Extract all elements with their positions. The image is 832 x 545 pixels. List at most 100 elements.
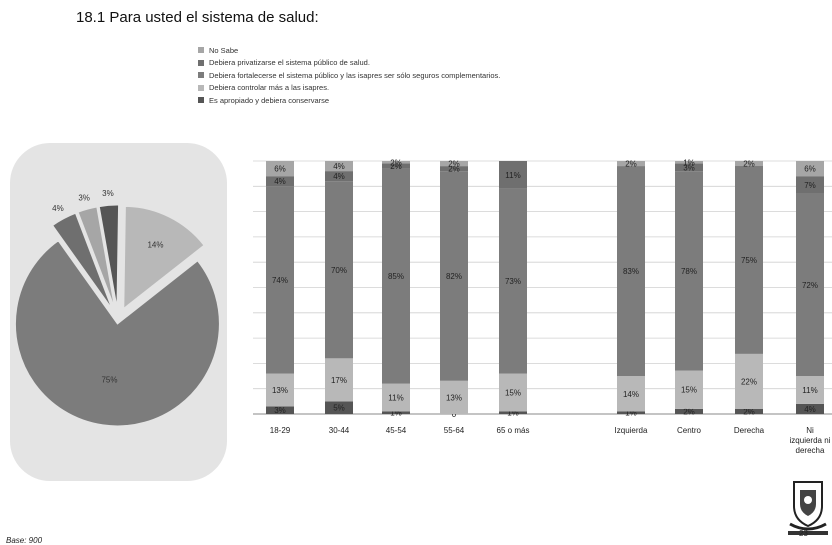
bar-segment [617, 411, 645, 414]
bar-segment [796, 176, 824, 194]
bar-segment [796, 193, 824, 377]
legend-swatch [198, 72, 204, 79]
bar-value-label: 3% [683, 163, 695, 172]
bar-segment [325, 358, 353, 402]
bar-segment [325, 181, 353, 359]
bar-segment [675, 163, 703, 172]
category-label: 55-64 [444, 426, 465, 435]
category-label: 18-29 [270, 426, 291, 435]
bar-segment [382, 168, 410, 384]
bar-value-label: 15% [681, 386, 697, 395]
legend-label: Debiera controlar más a las isapres. [209, 83, 330, 93]
page-number: 23 [799, 529, 808, 538]
bar-segment [382, 411, 410, 414]
bar-value-label: 75% [741, 256, 757, 265]
bar-segment [266, 161, 294, 177]
pie-slice-label: 75% [101, 375, 117, 384]
bar-value-label: 22% [741, 377, 757, 386]
bar-segment [499, 411, 527, 414]
bar-segment [617, 166, 645, 377]
bar-value-label: 1% [683, 158, 695, 167]
bar-segment [382, 161, 410, 164]
bar-segment [735, 161, 763, 167]
bar-value-label: 15% [505, 388, 521, 397]
legend-item: Es apropiado y debiera conservarse [198, 94, 500, 107]
bar-segment [382, 383, 410, 412]
pie-slice [123, 205, 205, 310]
bar-value-label: 82% [446, 272, 462, 281]
bar-value-label: 0 [452, 410, 457, 419]
bar-value-label: 2% [390, 158, 402, 167]
pie-slice [51, 212, 113, 309]
bar-segment [440, 171, 468, 381]
bar-value-label: 78% [681, 267, 697, 276]
bar-value-label: 4% [333, 172, 345, 181]
bar-value-label: 70% [331, 266, 347, 275]
chart-legend: No Sabe Debiera privatizarse el sistema p… [198, 44, 500, 107]
legend-item: Debiera controlar más a las isapres. [198, 82, 500, 95]
bar-value-label: 73% [505, 277, 521, 286]
bar-value-label: 72% [802, 281, 818, 290]
bar-segment [325, 171, 353, 182]
bar-segment [499, 188, 527, 374]
bar-value-label: 13% [446, 393, 462, 402]
legend-swatch [198, 47, 204, 54]
bar-value-label: 83% [623, 267, 639, 276]
bar-value-label: 11% [388, 394, 403, 403]
bar-value-label: 1% [625, 409, 637, 418]
category-label: Centro [677, 426, 702, 435]
bar-segment [796, 376, 824, 404]
bar-segment [735, 408, 763, 414]
bar-segment [440, 380, 468, 414]
bar-value-label: 85% [388, 272, 404, 281]
bar-segment [675, 161, 703, 164]
bar-segment [499, 161, 527, 189]
bar-value-label: 13% [272, 386, 288, 395]
bar-value-label: 1% [507, 409, 519, 418]
pie-slice-label: 14% [147, 240, 163, 249]
category-label: Ni izquierda ni derecha [790, 426, 831, 455]
pie-slice-label: 3% [78, 193, 90, 202]
category-label: Izquierda [615, 426, 648, 435]
bar-value-label: 17% [331, 376, 347, 385]
bar-segment [266, 406, 294, 414]
category-label: 45-54 [386, 426, 407, 435]
category-label: Derecha [734, 426, 765, 435]
bar-value-label: 2% [743, 160, 755, 169]
bar-segment [266, 186, 294, 374]
legend-swatch [198, 97, 204, 104]
bar-value-label: 14% [623, 390, 639, 399]
pie-chart: 3% 14% 75% 4% 3% [14, 189, 220, 427]
bar-value-label: 2% [448, 165, 460, 174]
legend-item: No Sabe [198, 44, 500, 57]
bar-value-label: 2% [448, 160, 460, 169]
bar-segment [735, 353, 763, 409]
pie-slice [14, 240, 220, 427]
bar-value-label: 3% [274, 406, 286, 415]
stacked-bar-chart: 3%13%74%4%6%18-295%17%70%4%4%30-441%11%8… [253, 158, 832, 455]
legend-label: Debiera fortalecerse el sistema público … [209, 70, 501, 80]
bar-segment [796, 403, 824, 414]
bar-value-label: 2% [390, 162, 402, 171]
bar-segment [440, 161, 468, 167]
bar-segment [266, 373, 294, 407]
pie-slice-label: 3% [102, 189, 114, 198]
bar-segment [617, 376, 645, 412]
bar-value-label: 11% [505, 171, 520, 180]
legend-swatch [198, 84, 204, 91]
legend-item: Debiera fortalecerse el sistema público … [198, 69, 500, 82]
bar-segment [675, 171, 703, 371]
pie-slice [77, 206, 116, 308]
bar-segment [675, 408, 703, 414]
university-crest-logo [788, 481, 828, 535]
bar-value-label: 6% [274, 165, 286, 174]
bar-segment [325, 401, 353, 414]
legend-label: Es apropiado y debiera conservarse [209, 95, 330, 105]
bar-value-label: 2% [743, 407, 755, 416]
pie-slice [98, 204, 120, 308]
bar-value-label: 11% [802, 386, 817, 395]
bar-segment [735, 166, 763, 354]
category-label: 30-44 [329, 426, 350, 435]
bar-value-label: 2% [625, 160, 637, 169]
bar-value-label: 4% [333, 162, 345, 171]
